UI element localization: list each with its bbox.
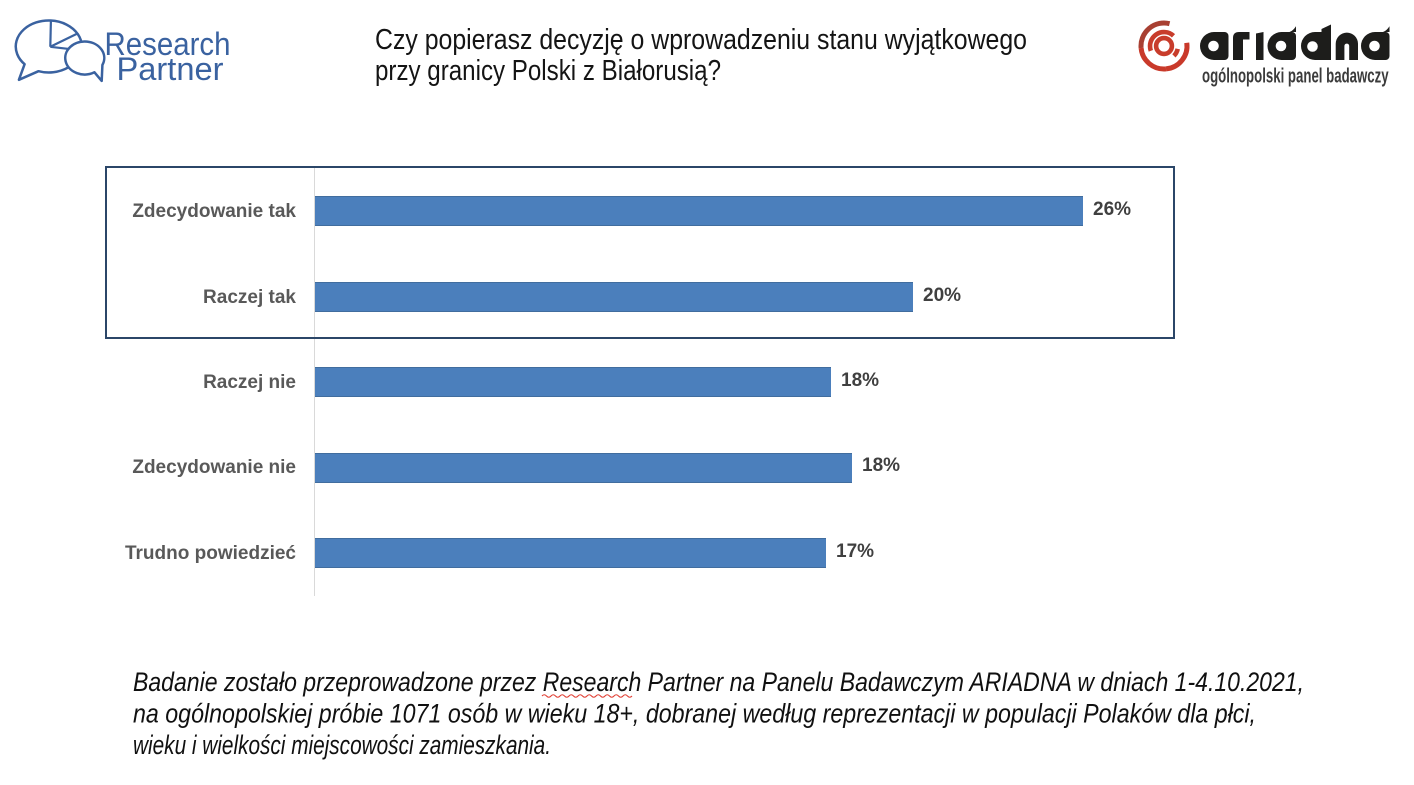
svg-text:wieku i wielkości miejscowości: wieku i wielkości miejscowości zamieszka…: [133, 730, 551, 760]
svg-text:ogólnopolski panel badawczy: ogólnopolski panel badawczy: [1202, 66, 1389, 88]
svg-text:Partner: Partner: [117, 51, 224, 87]
svg-text:Czy popierasz decyzję o wprowa: Czy popierasz decyzję o wprowadzeniu sta…: [375, 24, 1027, 56]
svg-text:Badanie zostało przeprowadzone: Badanie zostało przeprowadzone przez Res…: [133, 667, 1304, 697]
svg-text:Research: Research: [105, 26, 231, 62]
svg-text:przy granicy Polski z Białorus: przy granicy Polski z Białorusią?: [375, 55, 721, 87]
svg-text:na ogólnopolskiej próbie 1071: na ogólnopolskiej próbie 1071 osób w wie…: [133, 699, 1256, 729]
